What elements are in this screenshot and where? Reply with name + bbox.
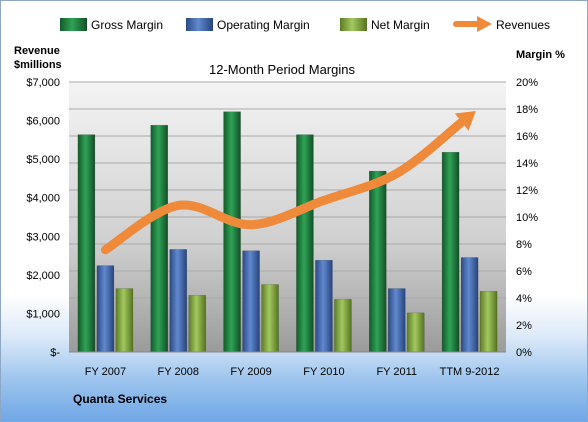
left-axis-ticks: $- $1,000 $2,000 $3,000 $4,000 $5,000 $6,000 $7… — [26, 77, 60, 359]
left-tick-label: $2,000 — [26, 270, 60, 282]
legend: Gross Margin Operating Margin Net Margin… — [60, 16, 550, 32]
right-axis-ticks: 0% 2% 4% 6% 8% 10% 12% 14% 16% 18% 20% — [516, 77, 538, 359]
legend-item-revenues: Revenues — [453, 16, 550, 32]
left-tick-label: $4,000 — [26, 193, 60, 205]
bar-gross-margin — [223, 111, 241, 353]
right-tick-label: 0% — [516, 347, 532, 359]
bar-operating-margin — [315, 259, 333, 353]
legend-label-operating: Operating Margin — [217, 18, 310, 32]
left-axis-title-line2: $millions — [14, 59, 62, 71]
left-tick-label: $3,000 — [26, 231, 60, 243]
x-tick-label: FY 2011 — [376, 366, 417, 378]
right-tick-label: 2% — [516, 320, 532, 332]
legend-item-operating-margin: Operating Margin — [186, 18, 310, 32]
bar-net-margin — [115, 288, 134, 353]
legend-item-net-margin: Net Margin — [340, 18, 430, 32]
right-tick-label: 20% — [516, 77, 538, 89]
bar-gross-margin — [369, 170, 387, 353]
right-tick-label: 14% — [516, 158, 538, 170]
revenue-arrowhead — [454, 110, 476, 131]
x-axis-ticks: FY 2007 FY 2008 FY 2009 FY 2010 FY 2011 TTM 9… — [85, 366, 500, 378]
bar-net-margin — [261, 284, 279, 353]
company-name: Quanta Services — [73, 392, 167, 406]
legend-label-gross: Gross Margin — [91, 18, 163, 32]
revenue-line — [100, 118, 466, 255]
legend-swatch-operating — [186, 18, 213, 31]
left-tick-label: $- — [50, 347, 60, 359]
bar-gross-margin — [296, 134, 314, 353]
right-tick-label: 18% — [516, 104, 538, 116]
left-tick-label: $6,000 — [26, 116, 60, 128]
right-tick-label: 10% — [516, 212, 538, 224]
legend-label-revenues: Revenues — [496, 18, 550, 32]
right-tick-label: 16% — [516, 131, 538, 143]
legend-swatch-net — [340, 18, 367, 31]
legend-arrow-revenues — [477, 16, 492, 32]
bar-gross-margin — [150, 124, 168, 353]
left-tick-label: $1,000 — [26, 308, 60, 320]
left-tick-label: $5,000 — [26, 154, 60, 166]
x-tick-label: TTM 9-2012 — [440, 366, 500, 378]
left-axis-title-line1: Revenue — [14, 45, 60, 57]
legend-label-net: Net Margin — [371, 18, 430, 32]
left-tick-label: $7,000 — [26, 77, 60, 89]
right-tick-label: 12% — [516, 185, 538, 197]
right-tick-label: 4% — [516, 293, 532, 305]
bar-operating-margin — [242, 250, 260, 353]
x-tick-label: FY 2008 — [158, 366, 199, 378]
bar-gross-margin — [77, 134, 96, 353]
right-tick-label: 6% — [516, 266, 532, 278]
legend-item-gross-margin: Gross Margin — [60, 18, 163, 32]
bar-operating-margin — [169, 249, 187, 353]
right-axis-title: Margin % — [516, 49, 565, 61]
gridlines — [69, 81, 506, 326]
x-tick-label: FY 2007 — [85, 366, 126, 378]
x-tick-label: FY 2009 — [230, 366, 271, 378]
bar-net-margin — [479, 291, 498, 353]
bar-net-margin — [334, 299, 352, 353]
x-tick-label: FY 2010 — [303, 366, 344, 378]
legend-swatch-gross — [60, 18, 87, 31]
right-tick-label: 8% — [516, 239, 532, 251]
bar-net-margin — [188, 295, 206, 353]
chart-title: 12-Month Period Margins — [209, 62, 355, 77]
bar-operating-margin — [96, 265, 115, 353]
bar-gross-margin — [441, 151, 460, 353]
bar-net-margin — [407, 312, 425, 353]
bar-operating-margin — [460, 257, 479, 353]
revenue-line-group — [100, 110, 476, 255]
bar-operating-margin — [388, 288, 406, 353]
